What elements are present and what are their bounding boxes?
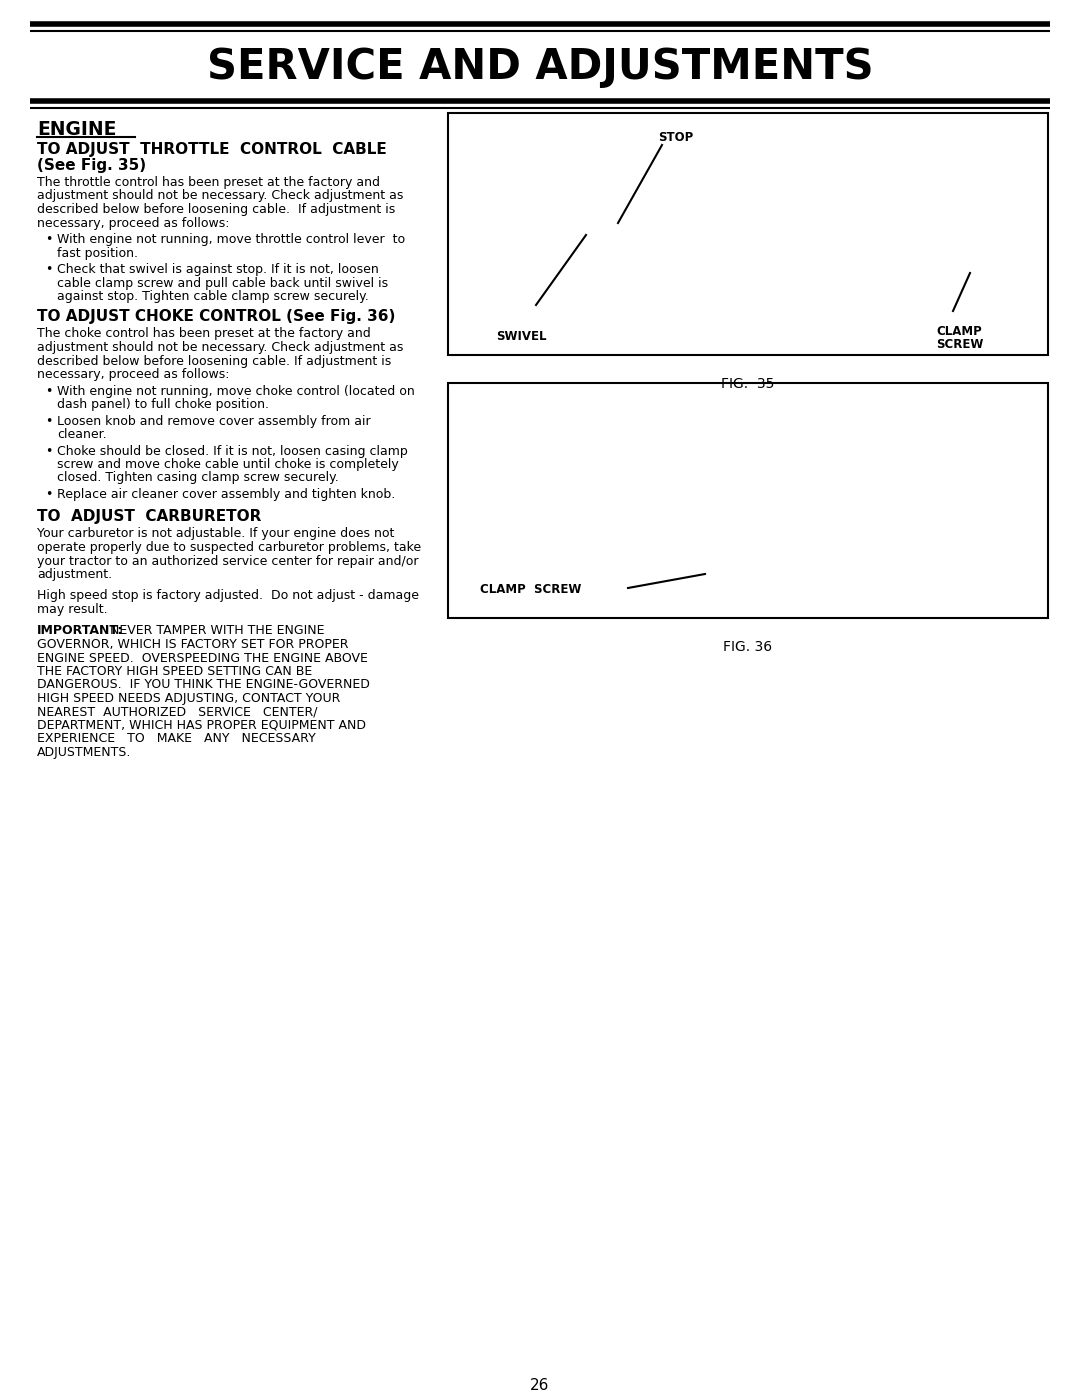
Text: •: • <box>45 444 52 457</box>
Text: CLAMP: CLAMP <box>936 326 982 338</box>
Text: •: • <box>45 384 52 398</box>
Text: described below before loosening cable.  If adjustment is: described below before loosening cable. … <box>37 203 395 217</box>
Text: FIG. 36: FIG. 36 <box>724 640 772 654</box>
Text: •: • <box>45 233 52 246</box>
Text: may result.: may result. <box>37 604 108 616</box>
Text: NEAREST  AUTHORIZED   SERVICE   CENTER/: NEAREST AUTHORIZED SERVICE CENTER/ <box>37 705 318 718</box>
Text: With engine not running, move throttle control lever  to: With engine not running, move throttle c… <box>57 233 405 246</box>
Text: closed. Tighten casing clamp screw securely.: closed. Tighten casing clamp screw secur… <box>57 472 339 485</box>
Text: (See Fig. 35): (See Fig. 35) <box>37 158 146 173</box>
Text: necessary, proceed as follows:: necessary, proceed as follows: <box>37 217 229 229</box>
Text: adjustment should not be necessary. Check adjustment as: adjustment should not be necessary. Chec… <box>37 190 403 203</box>
Text: adjustment.: adjustment. <box>37 569 112 581</box>
Text: THE FACTORY HIGH SPEED SETTING CAN BE: THE FACTORY HIGH SPEED SETTING CAN BE <box>37 665 312 678</box>
Text: DEPARTMENT, WHICH HAS PROPER EQUIPMENT AND: DEPARTMENT, WHICH HAS PROPER EQUIPMENT A… <box>37 719 366 732</box>
Text: FIG.  35: FIG. 35 <box>721 377 774 391</box>
Text: Your carburetor is not adjustable. If your engine does not: Your carburetor is not adjustable. If yo… <box>37 528 394 541</box>
Text: screw and move choke cable until choke is completely: screw and move choke cable until choke i… <box>57 458 399 471</box>
Text: ADJUSTMENTS.: ADJUSTMENTS. <box>37 746 132 759</box>
Text: STOP: STOP <box>658 131 693 144</box>
Text: HIGH SPEED NEEDS ADJUSTING, CONTACT YOUR: HIGH SPEED NEEDS ADJUSTING, CONTACT YOUR <box>37 692 340 705</box>
Text: Replace air cleaner cover assembly and tighten knob.: Replace air cleaner cover assembly and t… <box>57 488 395 502</box>
Text: SCREW: SCREW <box>936 338 984 351</box>
Text: against stop. Tighten cable clamp screw securely.: against stop. Tighten cable clamp screw … <box>57 291 368 303</box>
Bar <box>448 383 1048 617</box>
Text: EXPERIENCE   TO   MAKE   ANY   NECESSARY: EXPERIENCE TO MAKE ANY NECESSARY <box>37 732 315 746</box>
Text: The choke control has been preset at the factory and: The choke control has been preset at the… <box>37 327 370 341</box>
Text: adjustment should not be necessary. Check adjustment as: adjustment should not be necessary. Chec… <box>37 341 403 353</box>
Text: •: • <box>45 415 52 427</box>
Text: Choke should be closed. If it is not, loosen casing clamp: Choke should be closed. If it is not, lo… <box>57 444 408 457</box>
Text: Check that swivel is against stop. If it is not, loosen: Check that swivel is against stop. If it… <box>57 263 379 277</box>
Text: TO ADJUST  THROTTLE  CONTROL  CABLE: TO ADJUST THROTTLE CONTROL CABLE <box>37 142 387 156</box>
Text: IMPORTANT:: IMPORTANT: <box>37 624 123 637</box>
Text: The throttle control has been preset at the factory and: The throttle control has been preset at … <box>37 176 380 189</box>
Text: fast position.: fast position. <box>57 246 138 260</box>
Text: necessary, proceed as follows:: necessary, proceed as follows: <box>37 367 229 381</box>
Text: CLAMP  SCREW: CLAMP SCREW <box>480 583 581 597</box>
Text: With engine not running, move choke control (located on: With engine not running, move choke cont… <box>57 384 415 398</box>
Text: described below before loosening cable. If adjustment is: described below before loosening cable. … <box>37 355 391 367</box>
Text: •: • <box>45 263 52 277</box>
Text: High speed stop is factory adjusted.  Do not adjust - damage: High speed stop is factory adjusted. Do … <box>37 590 419 602</box>
Text: •: • <box>45 488 52 502</box>
Text: SWIVEL: SWIVEL <box>496 330 546 344</box>
Text: TO ADJUST CHOKE CONTROL (See Fig. 36): TO ADJUST CHOKE CONTROL (See Fig. 36) <box>37 310 395 324</box>
Text: your tractor to an authorized service center for repair and/or: your tractor to an authorized service ce… <box>37 555 419 567</box>
Text: GOVERNOR, WHICH IS FACTORY SET FOR PROPER: GOVERNOR, WHICH IS FACTORY SET FOR PROPE… <box>37 638 349 651</box>
Text: TO  ADJUST  CARBURETOR: TO ADJUST CARBURETOR <box>37 510 261 524</box>
Text: ENGINE SPEED.  OVERSPEEDING THE ENGINE ABOVE: ENGINE SPEED. OVERSPEEDING THE ENGINE AB… <box>37 651 368 665</box>
Text: 26: 26 <box>530 1377 550 1393</box>
Text: DANGEROUS.  IF YOU THINK THE ENGINE-GOVERNED: DANGEROUS. IF YOU THINK THE ENGINE-GOVER… <box>37 679 369 692</box>
Text: cleaner.: cleaner. <box>57 427 107 441</box>
Text: dash panel) to full choke position.: dash panel) to full choke position. <box>57 398 269 411</box>
Text: Loosen knob and remove cover assembly from air: Loosen knob and remove cover assembly fr… <box>57 415 370 427</box>
Text: SERVICE AND ADJUSTMENTS: SERVICE AND ADJUSTMENTS <box>206 46 874 88</box>
Text: operate properly due to suspected carburetor problems, take: operate properly due to suspected carbur… <box>37 541 421 555</box>
Text: ENGINE: ENGINE <box>37 120 117 138</box>
Text: NEVER TAMPER WITH THE ENGINE: NEVER TAMPER WITH THE ENGINE <box>110 624 324 637</box>
Text: cable clamp screw and pull cable back until swivel is: cable clamp screw and pull cable back un… <box>57 277 388 289</box>
Bar <box>448 113 1048 355</box>
